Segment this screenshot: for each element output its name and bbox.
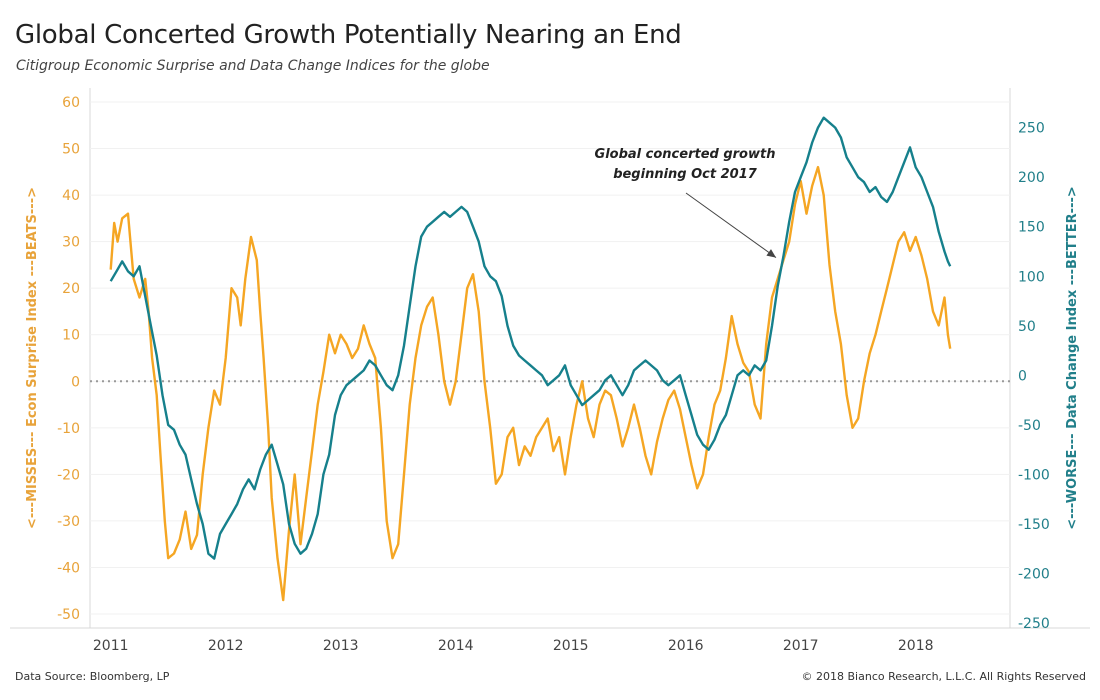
y-right-tick-label: 200	[1018, 170, 1045, 186]
y-right-axis-title: <---WORSE--- Data Change Index ---BETTER…	[1065, 186, 1080, 530]
x-axis-ticks: 2011 2012 2013 2014 2015 2016 2017 2018	[93, 638, 934, 654]
y-right-tick-label: -50	[1018, 418, 1041, 434]
x-tick-label: 2015	[553, 638, 589, 654]
annotation: Global concerted growth beginning Oct 20…	[595, 147, 777, 258]
data-source: Data Source: Bloomberg, LP	[15, 670, 170, 683]
y-left-tick-label: 10	[62, 328, 80, 344]
x-tick-label: 2013	[323, 638, 359, 654]
y-left-tick-label: 30	[62, 235, 80, 251]
x-tick-label: 2017	[783, 638, 819, 654]
y-left-tick-label: 60	[62, 95, 80, 111]
y-left-tick-label: -40	[57, 560, 80, 576]
series-econ-surprise-index	[109, 165, 952, 602]
y-right-tick-label: 250	[1018, 121, 1045, 137]
y-right-tick-label: -250	[1018, 616, 1050, 632]
annotation-line-1: Global concerted growth	[595, 147, 776, 162]
y-left-tick-label: 20	[62, 281, 80, 297]
annotation-arrowhead	[766, 249, 776, 258]
y-left-axis-title: <---MISSES--- Econ Surprise Index ---BEA…	[25, 187, 40, 529]
annotation-line-2: beginning Oct 2017	[613, 167, 758, 182]
y-left-tick-label: 50	[62, 142, 80, 158]
x-tick-label: 2014	[438, 638, 474, 654]
series-data-change-index	[109, 116, 952, 560]
chart-subtitle: Citigroup Economic Surprise and Data Cha…	[16, 58, 490, 74]
x-tick-label: 2011	[93, 638, 129, 654]
y-left-tick-label: -20	[57, 467, 80, 483]
y-right-tick-label: 100	[1018, 269, 1045, 285]
gridlines	[90, 101, 1010, 615]
y-left-tick-label: 0	[71, 374, 80, 390]
y-left-tick-label: -50	[57, 607, 80, 623]
y-right-tick-label: -200	[1018, 567, 1050, 583]
x-tick-label: 2012	[208, 638, 244, 654]
right-axis-ticks: 250 200 150 100 50 0 -50 -100 -150 -200 -250	[1018, 121, 1050, 632]
chart-title: Global Concerted Growth Potentially Near…	[15, 20, 682, 50]
plot-frame	[10, 88, 1090, 629]
y-right-tick-label: -150	[1018, 517, 1050, 533]
x-tick-label: 2016	[668, 638, 704, 654]
y-left-tick-label: -10	[57, 421, 80, 437]
y-left-tick-label: 40	[62, 188, 80, 204]
y-left-tick-label: -30	[57, 514, 80, 530]
copyright: © 2018 Bianco Research, L.L.C. All Right…	[801, 670, 1086, 683]
x-tick-label: 2018	[898, 638, 934, 654]
annotation-arrow	[685, 192, 777, 258]
y-right-tick-label: -100	[1018, 467, 1050, 483]
y-right-tick-label: 150	[1018, 220, 1045, 236]
y-right-tick-label: 50	[1018, 319, 1036, 335]
left-axis-ticks: 60 50 40 30 20 10 0 -10 -20 -30 -40 -50	[57, 95, 80, 623]
y-right-tick-label: 0	[1018, 368, 1027, 384]
